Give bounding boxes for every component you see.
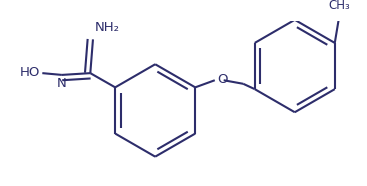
Text: CH₃: CH₃ — [328, 0, 350, 12]
Text: NH₂: NH₂ — [95, 21, 120, 34]
Text: N: N — [57, 77, 67, 90]
Text: HO: HO — [19, 66, 40, 79]
Text: O: O — [218, 73, 228, 86]
